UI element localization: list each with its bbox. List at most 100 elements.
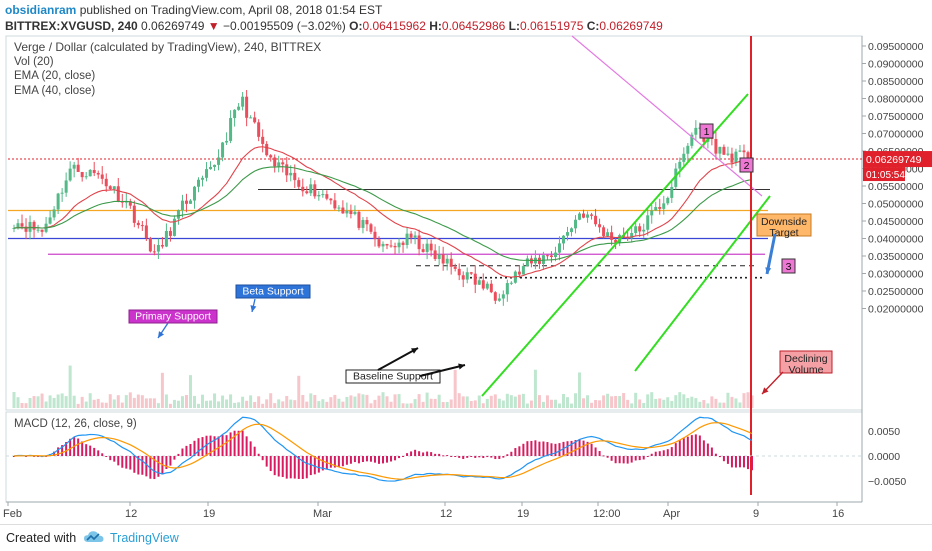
volume-bar: [746, 392, 750, 408]
high-label: H:: [429, 19, 442, 33]
macd-histogram-bar: [722, 456, 725, 462]
macd-histogram-bar: [109, 456, 112, 461]
downside-target-arrow-head: [765, 267, 772, 274]
macd-histogram-bar: [442, 455, 445, 457]
candle-body: [24, 226, 28, 232]
time-tick-label: 19: [517, 508, 529, 520]
macd-histogram-bar: [470, 456, 473, 457]
marker-3-text: 3: [786, 261, 792, 273]
macd-histogram-bar: [650, 453, 653, 456]
candle-body: [734, 151, 738, 163]
candle-body: [606, 232, 610, 237]
macd-histogram-bar: [382, 456, 384, 464]
macd-histogram-bar: [321, 456, 324, 471]
volume-bar: [152, 398, 156, 408]
candle-body: [225, 140, 229, 143]
candle-body: [686, 145, 690, 154]
volume-bar: [333, 394, 337, 408]
volume-bar: [738, 402, 742, 408]
candle-body: [614, 239, 618, 243]
candle-body: [453, 266, 457, 269]
macd-histogram-bar: [365, 456, 368, 462]
volume-bar: [421, 401, 425, 408]
volume-bar: [184, 394, 188, 408]
candle-body: [409, 233, 413, 238]
candle-body: [20, 223, 24, 227]
volume-bar: [557, 403, 561, 408]
macd-histogram-bar: [261, 456, 264, 461]
volume-bar: [277, 399, 281, 408]
volume-bar: [634, 392, 638, 408]
macd-histogram-bar: [486, 456, 489, 458]
volume-bar: [489, 395, 493, 408]
macd-histogram-bar: [466, 456, 469, 458]
macd-histogram-bar: [333, 456, 336, 468]
macd-histogram-bar: [129, 456, 132, 470]
macd-histogram-bar: [542, 441, 545, 456]
candle-body: [261, 136, 265, 144]
macd-histogram-bar: [406, 453, 409, 456]
time-tick-label: 12:00: [593, 508, 621, 520]
volume-bar: [425, 392, 429, 408]
volume-bar: [148, 398, 152, 408]
candle-body: [561, 235, 565, 244]
tradingview-brand[interactable]: TradingView: [110, 531, 179, 545]
macd-histogram-bar: [13, 456, 15, 457]
macd-histogram-bar: [594, 447, 597, 456]
volume-bar: [180, 396, 184, 408]
macd-histogram-bar: [245, 436, 248, 456]
volume-bar: [124, 395, 128, 408]
author-name[interactable]: obsidianram: [5, 3, 77, 17]
candle-body: [305, 191, 309, 194]
macd-title[interactable]: MACD (12, 26, close, 9): [14, 418, 137, 430]
legend-ema40[interactable]: EMA (40, close): [14, 84, 96, 97]
macd-histogram-bar: [434, 453, 437, 456]
volume-bar: [553, 399, 557, 408]
volume-bar: [493, 394, 497, 408]
macd-histogram-bar: [658, 451, 661, 456]
macd-histogram-bar: [438, 453, 441, 456]
volume-bar: [289, 399, 293, 408]
volume-bar: [598, 400, 602, 408]
candle-body: [104, 178, 108, 187]
macd-histogram-bar: [201, 437, 204, 456]
volume-bar: [505, 393, 509, 408]
macd-histogram-bar: [349, 456, 352, 464]
candle-body: [329, 198, 333, 201]
marker-1-text: 1: [704, 126, 710, 138]
created-with-text: Created with: [6, 531, 77, 545]
candle-body: [168, 230, 172, 236]
volume-bar: [614, 396, 618, 408]
price-tick-label: 0.04000000: [868, 234, 924, 246]
baseline-arrow-lower-head: [458, 363, 465, 370]
macd-histogram-bar: [185, 445, 188, 456]
legend-volume[interactable]: Vol (20): [14, 55, 54, 68]
price-tick-label: 0.07000000: [868, 129, 924, 141]
macd-histogram-bar: [61, 445, 64, 456]
macd-histogram-bar: [730, 456, 733, 468]
volume-bar: [393, 394, 397, 408]
price-tick-label: 0.05500000: [868, 181, 924, 193]
candle-body: [257, 122, 261, 137]
candle-body: [281, 162, 285, 165]
candle-body: [277, 162, 281, 167]
volume-bar: [132, 397, 136, 408]
volume-bar: [441, 402, 445, 408]
open-label: O:: [349, 19, 363, 33]
candle-body: [52, 209, 56, 218]
candle-body: [441, 254, 445, 264]
volume-bar: [24, 403, 28, 408]
marker-3-box: [781, 258, 796, 274]
candle-body: [557, 243, 561, 253]
candle-body: [309, 184, 313, 194]
macd-histogram-bar: [329, 456, 332, 468]
macd-histogram-bar: [678, 440, 681, 456]
volume-bar: [405, 403, 409, 408]
candle-body: [718, 146, 722, 154]
candle-body: [477, 280, 481, 285]
legend-ema20[interactable]: EMA (20, close): [14, 70, 96, 82]
volume-bar: [116, 395, 120, 408]
volume-bar: [642, 402, 646, 408]
candle-body: [209, 166, 213, 170]
